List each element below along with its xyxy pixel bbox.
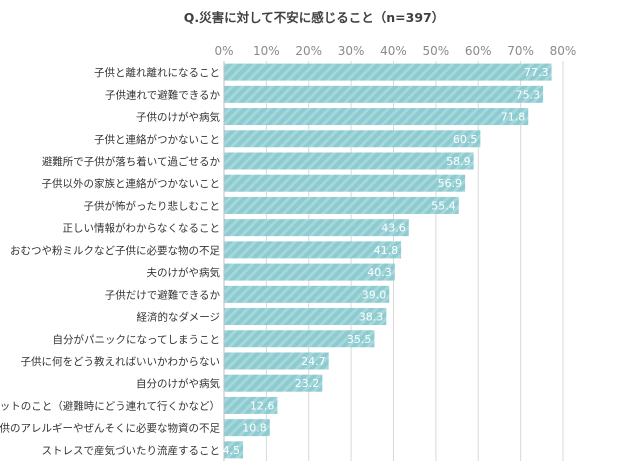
category-label: 子供のアレルギーやぜんそくに必要な物資の不足 — [0, 422, 220, 435]
value-label: 43.6 — [381, 222, 406, 235]
x-tick-label: 40% — [380, 44, 407, 58]
bars — [224, 63, 552, 459]
bar — [224, 108, 529, 126]
bar — [224, 352, 329, 370]
value-labels: 77.3 75.3 71.8 60.5 58.9 56.9 55.4 43.6 41.8 40.3… — [223, 66, 549, 457]
x-tick-label: 0% — [214, 44, 233, 58]
value-label: 56.9 — [438, 177, 463, 190]
value-label: 35.5 — [347, 333, 372, 346]
bar — [224, 263, 395, 281]
x-tick-label: 80% — [550, 44, 577, 58]
category-label: 子供と連絡がつかないこと — [94, 133, 220, 146]
category-label: 子供と離れ離れになること — [94, 66, 220, 79]
bar — [224, 63, 552, 81]
value-label: 24.7 — [301, 355, 326, 368]
bar — [224, 241, 402, 259]
value-label: 77.3 — [524, 66, 549, 79]
x-tick-label: 70% — [507, 44, 534, 58]
value-label: 75.3 — [516, 88, 541, 101]
value-label: 4.5 — [223, 444, 241, 457]
category-label: 子供のけがや病気 — [136, 111, 220, 124]
bar — [224, 174, 466, 192]
value-label: 71.8 — [501, 111, 526, 124]
chart-title: Q.災害に対して不安に感じること（n=397） — [184, 10, 444, 25]
category-label: 子供以外の家族と連絡がつかないこと — [42, 177, 221, 190]
category-label: ストレスで産気づいたり流産すること — [42, 444, 221, 457]
x-tick-label: 20% — [295, 44, 322, 58]
category-label: 夫のけがや病気 — [147, 266, 221, 279]
grid-lines — [223, 61, 564, 461]
value-label: 10.8 — [242, 422, 267, 435]
x-tick-label: 50% — [423, 44, 450, 58]
bar — [224, 441, 244, 459]
value-label: 23.2 — [295, 377, 320, 390]
value-label: 55.4 — [431, 199, 456, 212]
category-label: 自分がパニックになってしまうこと — [53, 333, 220, 346]
bar — [224, 219, 409, 237]
bar — [224, 374, 323, 392]
value-label: 38.3 — [359, 311, 384, 324]
category-label: 避難所で子供が落ち着いて過ごせるか — [42, 155, 221, 168]
bar — [224, 85, 544, 103]
bar — [224, 285, 390, 303]
value-label: 60.5 — [453, 133, 478, 146]
category-label: 子供が怖がったり悲しむこと — [84, 199, 221, 212]
value-label: 41.8 — [374, 244, 399, 257]
x-tick-label: 60% — [465, 44, 492, 58]
category-label: おむつや粉ミルクなど子供に必要な物の不足 — [10, 244, 220, 257]
x-tick-label: 30% — [338, 44, 365, 58]
value-label: 39.0 — [362, 288, 387, 301]
bar — [224, 152, 474, 170]
category-label: 経済的なダメージ — [137, 311, 220, 324]
value-label: 12.6 — [250, 399, 275, 412]
x-tick-label: 10% — [253, 44, 280, 58]
bar — [224, 330, 375, 348]
x-axis-ticks: 0% 10% 20% 30% 40% 50% 60% 70% 80% — [214, 44, 576, 58]
bar — [224, 396, 278, 414]
bar — [224, 196, 459, 214]
bar — [224, 130, 481, 148]
value-label: 58.9 — [446, 155, 471, 168]
category-label: ペットのこと（避難時にどう連れて行くかなど） — [0, 399, 220, 412]
category-label: 正しい情報がわからなくなること — [63, 222, 221, 235]
category-label: 子供だけで避難できるか — [105, 288, 221, 301]
category-label: 子供に何をどう教えればいいかわからない — [21, 355, 221, 368]
category-labels: 子供と離れ離れになること子供連れで避難できるか子供のけがや病気子供と連絡がつかな… — [0, 66, 220, 457]
category-label: 自分のけがや病気 — [136, 377, 220, 390]
bar — [224, 419, 270, 437]
value-label: 40.3 — [367, 266, 392, 279]
bar — [224, 308, 387, 326]
category-label: 子供連れで避難できるか — [105, 88, 220, 101]
